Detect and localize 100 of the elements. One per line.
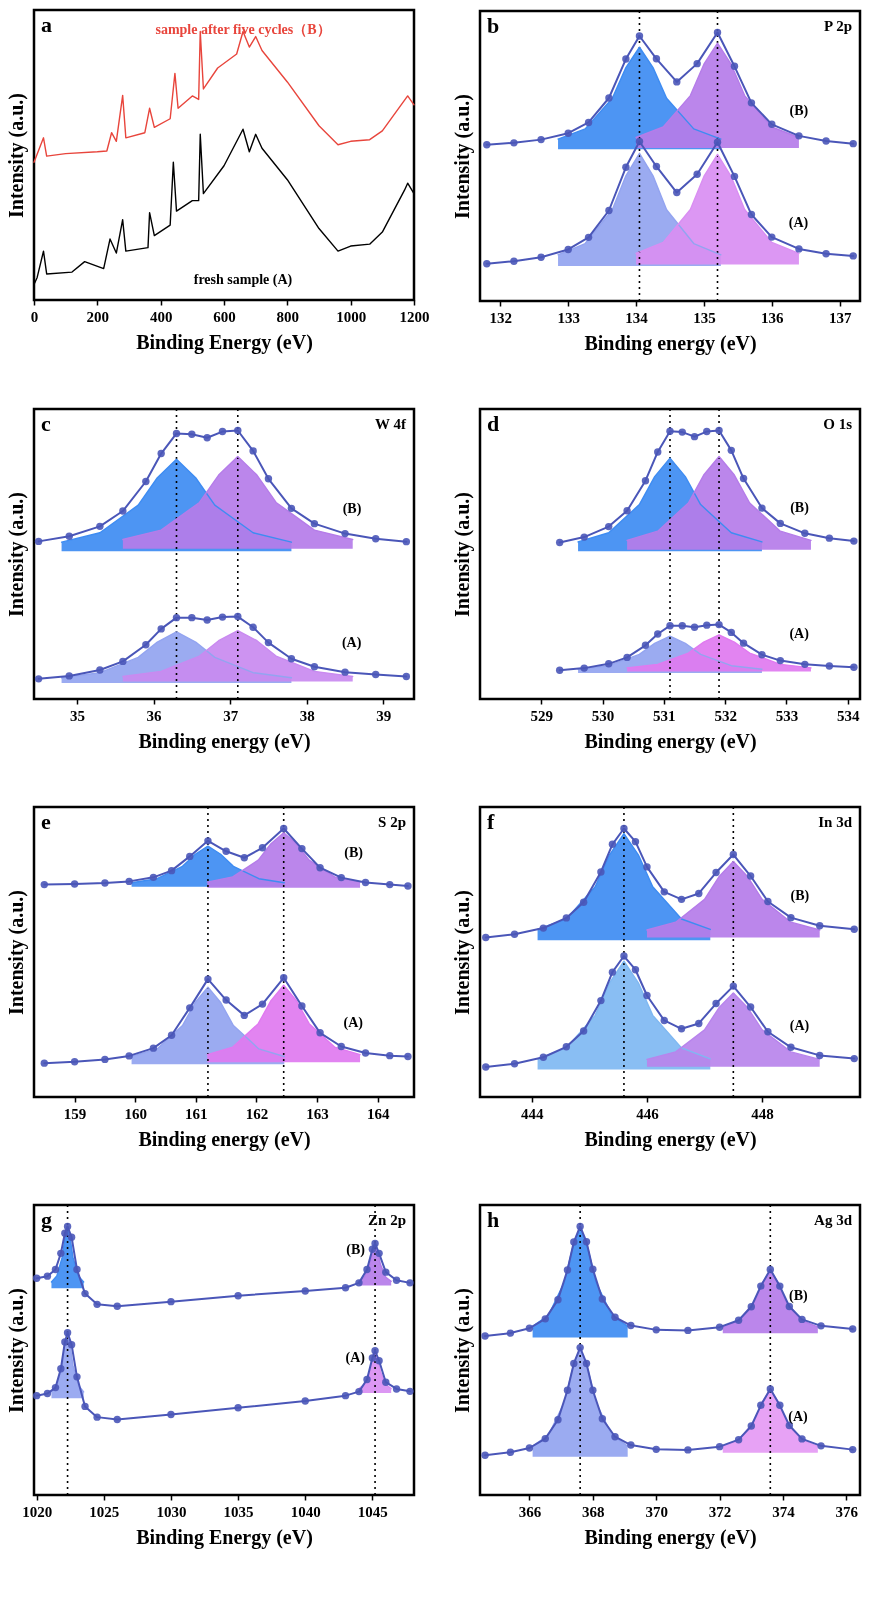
point — [673, 78, 681, 86]
point — [382, 1378, 390, 1386]
point — [643, 991, 651, 1000]
point — [627, 1321, 635, 1330]
chart-title: h — [487, 1207, 500, 1232]
point — [361, 1049, 370, 1057]
point — [63, 1222, 72, 1231]
point — [677, 895, 686, 904]
annotation: Ag 3d — [814, 1212, 853, 1228]
point — [729, 850, 738, 859]
point — [287, 655, 296, 663]
point — [677, 1025, 686, 1033]
point — [787, 913, 795, 922]
point — [204, 975, 212, 983]
point — [537, 135, 545, 144]
point — [125, 1052, 133, 1060]
series-label: (B) — [790, 888, 810, 905]
chart-title: g — [41, 1207, 52, 1232]
point — [167, 1410, 175, 1419]
x-axis-title: Binding energy (eV) — [138, 729, 311, 753]
y-axis-title: Intensity (a.u.) — [4, 889, 28, 1016]
x-tick-label: 1035 — [223, 1503, 254, 1520]
series-label: (A) — [788, 214, 809, 231]
point — [57, 1249, 65, 1258]
point — [690, 432, 699, 441]
x-axis-title: Binding energy (eV) — [584, 1525, 757, 1549]
point — [584, 233, 593, 242]
point — [386, 880, 394, 889]
series-label: (A) — [789, 626, 810, 643]
point — [510, 1060, 519, 1068]
point — [510, 139, 518, 147]
point — [375, 1357, 383, 1365]
point — [119, 657, 127, 666]
x-tick-label: 135 — [693, 309, 716, 326]
point — [605, 660, 613, 668]
point — [481, 1451, 489, 1459]
point — [61, 1229, 69, 1237]
point — [850, 537, 858, 545]
point — [361, 878, 370, 887]
point — [850, 663, 858, 672]
point — [787, 1043, 795, 1052]
chart-title: e — [41, 809, 51, 834]
point — [301, 1287, 309, 1295]
x-tick-label: 200 — [86, 308, 110, 325]
x-tick-label: 370 — [645, 1503, 668, 1520]
point — [541, 1434, 549, 1443]
point — [850, 1054, 858, 1063]
point — [766, 1385, 775, 1393]
point — [747, 99, 756, 107]
point — [622, 163, 630, 171]
point — [240, 854, 249, 862]
point — [287, 504, 296, 513]
series-label: (A) — [789, 1017, 810, 1034]
x-tick-label: 160 — [124, 1105, 147, 1122]
point — [730, 172, 739, 181]
point — [801, 660, 809, 669]
point — [817, 1442, 825, 1450]
point — [822, 137, 830, 145]
point — [298, 844, 306, 853]
point — [149, 873, 158, 882]
x-tick-label: 133 — [557, 309, 580, 326]
point — [620, 824, 628, 833]
point — [234, 612, 242, 621]
point — [776, 656, 785, 665]
point — [598, 1415, 607, 1423]
point — [258, 844, 267, 852]
point — [113, 1415, 121, 1424]
point — [40, 1059, 49, 1067]
point — [482, 1063, 490, 1071]
point — [605, 206, 613, 215]
point — [363, 1375, 371, 1384]
point — [666, 621, 674, 630]
point — [222, 996, 230, 1004]
point — [747, 1303, 755, 1311]
point — [186, 852, 194, 861]
point — [234, 1292, 242, 1300]
point — [218, 427, 227, 436]
x-tick-label: 1030 — [156, 1503, 187, 1520]
point — [203, 434, 211, 442]
point — [355, 1279, 363, 1287]
series-label: (A) — [345, 1350, 366, 1367]
point — [61, 1338, 69, 1346]
x-tick-label: 161 — [185, 1105, 208, 1122]
x-tick-label: 132 — [489, 309, 513, 326]
point — [611, 1433, 619, 1441]
point — [65, 672, 73, 680]
point — [554, 1296, 562, 1304]
point — [815, 921, 824, 930]
point — [402, 672, 411, 681]
point — [341, 668, 349, 676]
point — [264, 638, 273, 647]
point — [341, 1284, 350, 1292]
point — [684, 1446, 692, 1454]
point — [849, 1325, 857, 1333]
point — [747, 1422, 755, 1430]
series-label: (A) — [341, 635, 362, 652]
point — [510, 257, 518, 265]
series-label: (B) — [789, 1288, 809, 1305]
point — [703, 427, 711, 436]
annotation: S 2p — [378, 814, 406, 830]
